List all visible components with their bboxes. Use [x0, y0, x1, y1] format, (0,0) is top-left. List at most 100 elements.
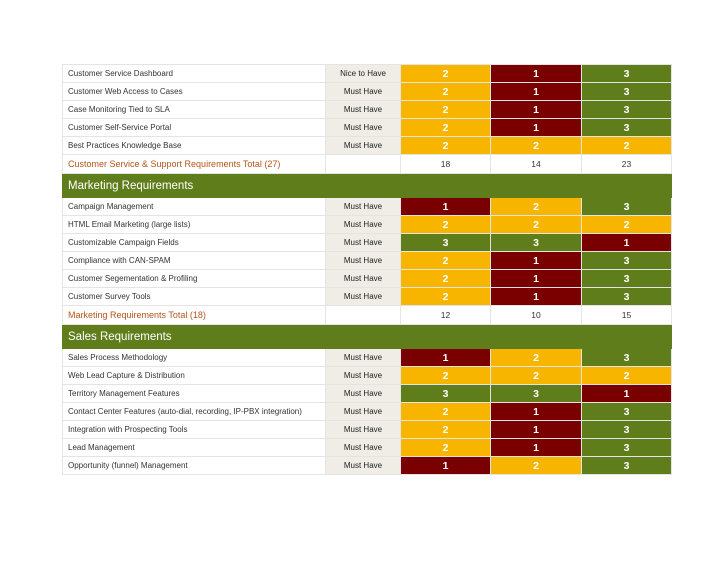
- score-cell: 1: [490, 438, 582, 457]
- total-priority-empty: [325, 154, 401, 174]
- score-cell: 2: [581, 366, 672, 385]
- priority-cell: Must Have: [325, 100, 401, 119]
- score-cell: 2: [400, 64, 491, 83]
- requirement-row: Case Monitoring Tied to SLA Must Have 2 1 3: [62, 100, 672, 119]
- score-cell: 3: [581, 82, 672, 101]
- score-cell: 2: [490, 136, 582, 155]
- score-cell: 2: [400, 420, 491, 439]
- score-cell: 3: [581, 269, 672, 288]
- requirement-label: Territory Management Features: [62, 384, 326, 403]
- score-cell: 1: [490, 269, 582, 288]
- priority-cell: Must Have: [325, 215, 401, 234]
- requirements-table: Customer Service Dashboard Nice to Have 2 1…: [62, 64, 672, 475]
- requirement-row: Customer Service Dashboard Nice to Have 2 1…: [62, 64, 672, 83]
- requirement-label: Web Lead Capture & Distribution: [62, 366, 326, 385]
- score-cell: 2: [490, 456, 582, 475]
- requirement-label: Compliance with CAN-SPAM: [62, 251, 326, 270]
- score-cell: 2: [490, 366, 582, 385]
- total-value: 10: [490, 305, 582, 325]
- score-cell: 1: [490, 118, 582, 137]
- requirements-table-body: Customer Service Dashboard Nice to Have 2 1…: [62, 64, 672, 475]
- requirement-row: Contact Center Features (auto-dial, reco…: [62, 402, 672, 421]
- score-cell: 1: [400, 348, 491, 367]
- score-cell: 1: [490, 287, 582, 306]
- requirement-row: HTML Email Marketing (large lists) Must H…: [62, 215, 672, 234]
- score-cell: 2: [400, 269, 491, 288]
- score-cell: 2: [400, 438, 491, 457]
- score-cell: 2: [400, 82, 491, 101]
- requirements-scorecard: Customer Service Dashboard Nice to Have 2 1…: [62, 64, 672, 475]
- requirement-row: Integration with Prospecting Tools Must H…: [62, 420, 672, 439]
- score-cell: 3: [581, 251, 672, 270]
- requirement-label: Case Monitoring Tied to SLA: [62, 100, 326, 119]
- score-cell: 1: [400, 456, 491, 475]
- score-cell: 2: [400, 402, 491, 421]
- score-cell: 3: [581, 287, 672, 306]
- score-cell: 3: [581, 420, 672, 439]
- requirement-label: Customer Self-Service Portal: [62, 118, 326, 137]
- requirement-label: Customer Segementation & Profiling: [62, 269, 326, 288]
- score-cell: 2: [490, 215, 582, 234]
- section-header-row: Marketing Requirements: [62, 173, 672, 198]
- priority-cell: Must Have: [325, 420, 401, 439]
- score-cell: 3: [490, 233, 582, 252]
- score-cell: 3: [400, 384, 491, 403]
- priority-cell: Must Have: [325, 438, 401, 457]
- requirement-row: Customer Web Access to Cases Must Have 2 1 3: [62, 82, 672, 101]
- requirement-row: Best Practices Knowledge Base Must Have 2 2…: [62, 136, 672, 155]
- score-cell: 1: [490, 82, 582, 101]
- total-value: 14: [490, 154, 582, 174]
- requirement-label: Customer Service Dashboard: [62, 64, 326, 83]
- requirement-row: Territory Management Features Must Have 3 3…: [62, 384, 672, 403]
- requirement-label: Contact Center Features (auto-dial, reco…: [62, 402, 326, 421]
- score-cell: 1: [490, 420, 582, 439]
- priority-cell: Must Have: [325, 136, 401, 155]
- priority-cell: Must Have: [325, 82, 401, 101]
- score-cell: 2: [400, 100, 491, 119]
- section-header: Sales Requirements: [62, 324, 672, 349]
- priority-cell: Must Have: [325, 456, 401, 475]
- score-cell: 2: [400, 251, 491, 270]
- score-cell: 1: [490, 251, 582, 270]
- requirement-row: Campaign Management Must Have 1 2 3: [62, 197, 672, 216]
- priority-cell: Must Have: [325, 348, 401, 367]
- score-cell: 1: [490, 100, 582, 119]
- score-cell: 2: [490, 197, 582, 216]
- requirement-label: Lead Management: [62, 438, 326, 457]
- score-cell: 2: [490, 348, 582, 367]
- total-value: 18: [400, 154, 491, 174]
- priority-cell: Must Have: [325, 197, 401, 216]
- score-cell: 2: [581, 136, 672, 155]
- score-cell: 3: [581, 456, 672, 475]
- total-label: Customer Service & Support Requirements …: [62, 154, 326, 174]
- total-value: 15: [581, 305, 672, 325]
- requirement-row: Customer Segementation & Profiling Must H…: [62, 269, 672, 288]
- requirement-row: Lead Management Must Have 2 1 3: [62, 438, 672, 457]
- score-cell: 1: [581, 233, 672, 252]
- priority-cell: Must Have: [325, 366, 401, 385]
- requirement-label: Customizable Campaign Fields: [62, 233, 326, 252]
- requirement-label: Integration with Prospecting Tools: [62, 420, 326, 439]
- requirement-label: Customer Survey Tools: [62, 287, 326, 306]
- priority-cell: Must Have: [325, 118, 401, 137]
- score-cell: 1: [400, 197, 491, 216]
- score-cell: 1: [581, 384, 672, 403]
- score-cell: 3: [581, 197, 672, 216]
- score-cell: 2: [400, 118, 491, 137]
- requirement-row: Compliance with CAN-SPAM Must Have 2 1 3: [62, 251, 672, 270]
- priority-cell: Must Have: [325, 251, 401, 270]
- priority-cell: Must Have: [325, 402, 401, 421]
- total-value: 12: [400, 305, 491, 325]
- score-cell: 2: [400, 287, 491, 306]
- requirement-row: Web Lead Capture & Distribution Must Have…: [62, 366, 672, 385]
- total-row: Customer Service & Support Requirements …: [62, 154, 672, 174]
- total-row: Marketing Requirements Total (18) 12 10 15: [62, 305, 672, 325]
- score-cell: 3: [581, 64, 672, 83]
- requirement-label: Opportunity (funnel) Management: [62, 456, 326, 475]
- score-cell: 1: [490, 64, 582, 83]
- section-header-row: Sales Requirements: [62, 324, 672, 349]
- score-cell: 2: [400, 215, 491, 234]
- total-value: 23: [581, 154, 672, 174]
- priority-cell: Must Have: [325, 384, 401, 403]
- section-header: Marketing Requirements: [62, 173, 672, 198]
